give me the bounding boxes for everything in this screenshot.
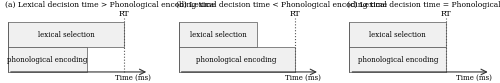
Text: RT: RT bbox=[289, 10, 300, 18]
Text: phonological encoding: phonological encoding bbox=[358, 56, 438, 64]
FancyBboxPatch shape bbox=[178, 22, 258, 47]
Text: Time (ms): Time (ms) bbox=[114, 73, 150, 81]
Text: phonological encoding: phonological encoding bbox=[196, 56, 277, 64]
Text: Time (ms): Time (ms) bbox=[456, 73, 492, 81]
Text: lexical selection: lexical selection bbox=[190, 31, 246, 39]
Text: phonological encoding: phonological encoding bbox=[7, 56, 87, 64]
FancyBboxPatch shape bbox=[8, 22, 124, 47]
Text: RT: RT bbox=[118, 10, 129, 18]
FancyBboxPatch shape bbox=[350, 47, 446, 72]
FancyBboxPatch shape bbox=[8, 47, 86, 72]
Text: (b) Lexical decision time < Phonological encoding time: (b) Lexical decision time < Phonological… bbox=[176, 1, 387, 9]
Text: lexical selection: lexical selection bbox=[38, 31, 94, 39]
Text: (a) Lexical decision time > Phonological encoding time: (a) Lexical decision time > Phonological… bbox=[5, 1, 216, 9]
Text: lexical selection: lexical selection bbox=[370, 31, 426, 39]
Text: (c) Lexical decision time = Phonological encoding time: (c) Lexical decision time = Phonological… bbox=[346, 1, 500, 9]
Text: RT: RT bbox=[440, 10, 452, 18]
FancyBboxPatch shape bbox=[350, 22, 446, 47]
Text: Time (ms): Time (ms) bbox=[286, 73, 322, 81]
FancyBboxPatch shape bbox=[178, 47, 294, 72]
